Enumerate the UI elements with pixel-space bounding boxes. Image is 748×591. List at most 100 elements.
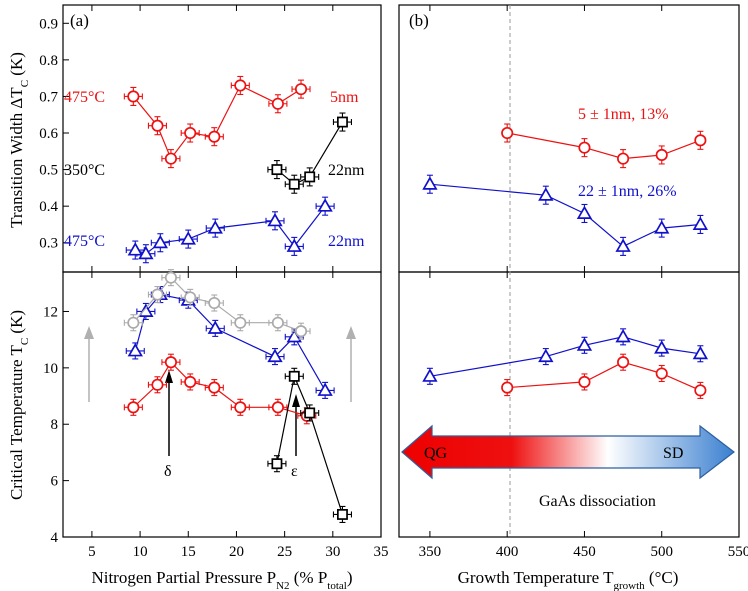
series-black-square [267,367,353,523]
data-point [208,381,221,394]
data-point [184,375,197,388]
data-point [184,291,197,304]
data-point [267,212,283,227]
data-point [164,271,177,284]
data-point [208,130,221,143]
data-point [180,231,196,245]
data-point [294,83,308,96]
annot-black-size: 22nm [328,162,365,179]
series-red-circle [123,75,311,169]
data-point [288,370,300,382]
series-line [276,374,344,515]
series-red-circle [501,123,707,169]
frame-b-bottom [398,271,740,538]
data-point [286,328,302,343]
series-line [276,121,344,185]
y-tick-label: 0.5 [39,163,58,179]
data-point [152,234,168,249]
data-point [615,238,631,252]
x-tick-label: 35 [374,544,389,560]
gray-up-arrows [84,326,356,402]
data-point [694,134,707,147]
x-tick-label: 450 [573,544,596,560]
data-point [422,368,438,382]
annot-b-blue: 22 ± 1nm, 26% [578,183,677,200]
data-point [655,148,668,162]
data-point [654,220,670,234]
axis-ticks: 0.3 0.4 0.5 0.6 0.7 0.8 0.9 5 10 15 20 25 30 35 4 6 8 10 1… [39,5,748,560]
data-point [304,407,316,419]
x-tick-label: 350 [419,544,442,560]
x-axis-label-left: Nitrogen Partial Pressure PN2 (% Ptotal) [91,568,352,591]
data-panel-b-bottom [422,328,709,399]
x-tick-label: 30 [325,544,340,560]
y-tick-label: 0.3 [39,236,58,252]
series-gray-circle [123,269,311,340]
data-point [317,382,333,396]
data-point [184,126,197,140]
data-point [234,316,247,329]
y-tick-label: 8 [51,417,59,433]
y-tick-label: 12 [43,304,58,320]
data-point [271,97,284,110]
data-point [692,345,709,360]
data-point [538,187,554,201]
qg-sd-arrow [401,424,735,480]
y-axis-label-top: Transition Width ΔTC (K) [7,52,31,228]
series-blue-triangle [422,328,709,385]
data-panel-a-bottom [123,269,353,523]
series-blue-triangle [125,196,335,264]
data-point [317,198,333,212]
series-blue-triangle [422,174,709,256]
data-point [138,303,154,317]
data-point [538,348,554,363]
delta-arrow-head [165,370,173,383]
y-axis-label-bottom: Critical Temperature TC (K) [7,310,31,500]
panel-label-a: (a) [70,11,89,30]
data-point [578,141,591,154]
data-point [151,119,164,132]
x-tick-label: 550 [728,544,748,560]
series-black-square [267,112,353,194]
data-point [655,367,668,380]
data-panel-a-top [123,75,353,264]
gray-arrow-left-head [84,326,94,339]
data-point [127,316,140,329]
data-point [501,126,514,140]
gray-arrow-right-head [346,326,356,339]
data-point [337,116,348,128]
annot-epsilon: ε [291,463,298,480]
x-tick-label: 25 [277,544,292,560]
data-point [501,381,514,394]
annot-blue-size: 22nm [328,233,365,250]
data-point [692,216,709,230]
x-tick-label: 500 [650,544,673,560]
data-point [576,205,593,219]
plot-frames [62,4,740,538]
x-tick-label: 15 [181,544,196,560]
data-point [286,238,302,252]
data-point [138,245,154,260]
annot-delta: δ [164,463,172,480]
data-point [576,337,593,351]
x-tick-label: 10 [133,544,148,560]
data-point [208,296,221,310]
data-point [578,375,591,388]
data-point [127,343,143,357]
data-point [694,384,707,397]
frame-a-bottom [62,271,382,538]
data-point [271,401,284,414]
data-point [294,325,308,338]
data-point [267,348,283,363]
annot-gaas: GaAs dissociation [539,493,656,510]
y-tick-label: 0.8 [39,53,58,69]
data-point [164,152,177,165]
data-panel-b-top [422,123,709,256]
data-point [337,508,348,520]
y-tick-label: 0.4 [39,199,58,215]
data-point [288,178,300,190]
data-point [654,340,670,354]
series-red-circle [501,353,707,399]
y-tick-label: 0.7 [39,89,58,105]
epsilon-arrow-head [292,394,300,407]
